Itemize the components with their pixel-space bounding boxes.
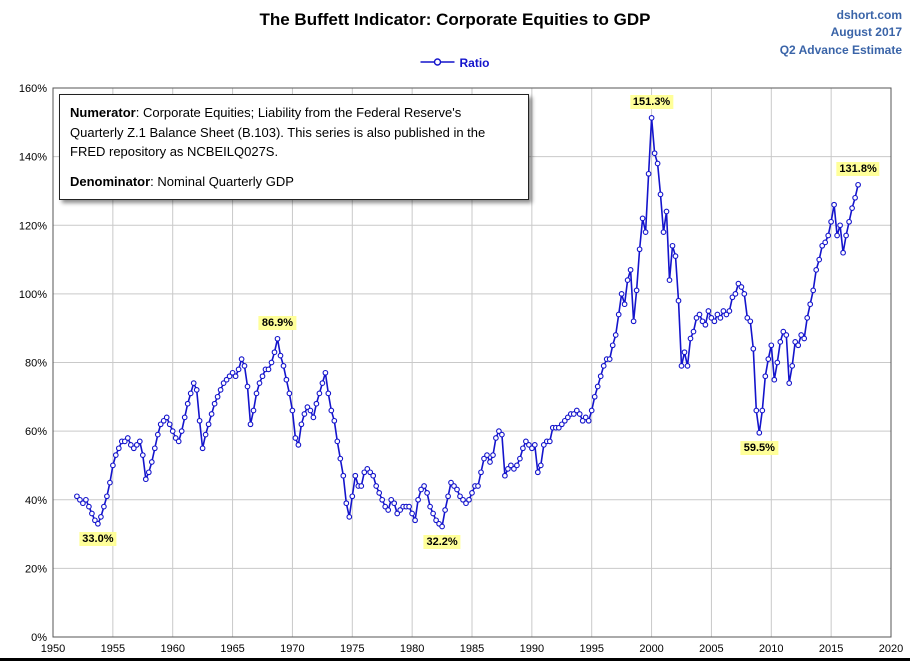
svg-text:1980: 1980 <box>400 643 424 655</box>
svg-text:2020: 2020 <box>879 643 903 655</box>
svg-text:1990: 1990 <box>520 643 544 655</box>
source-date: August 2017 <box>830 25 902 40</box>
svg-text:80%: 80% <box>25 358 47 370</box>
svg-text:60%: 60% <box>25 426 47 438</box>
svg-text:100%: 100% <box>19 289 47 301</box>
svg-text:1955: 1955 <box>101 643 125 655</box>
svg-text:140%: 140% <box>19 152 47 164</box>
svg-text:2005: 2005 <box>699 643 723 655</box>
legend-line-marker-icon <box>420 54 455 72</box>
source-estimate: Q2 Advance Estimate <box>779 42 902 57</box>
denominator-note: Denominator: Nominal Quarterly GDP <box>70 172 518 192</box>
svg-text:1970: 1970 <box>280 643 304 655</box>
page-title: The Buffett Indicator: Corporate Equitie… <box>259 10 651 29</box>
numerator-label: Numerator <box>70 105 136 120</box>
legend: Ratio <box>420 54 490 72</box>
svg-text:0%: 0% <box>31 632 47 644</box>
source-site: dshort.com <box>836 8 902 22</box>
svg-text:2000: 2000 <box>639 643 663 655</box>
info-box: Numerator: Corporate Equities; Liability… <box>59 94 529 200</box>
svg-text:1960: 1960 <box>160 643 184 655</box>
svg-text:1995: 1995 <box>579 643 603 655</box>
svg-text:120%: 120% <box>19 220 47 232</box>
denominator-label: Denominator <box>70 173 151 189</box>
svg-text:2015: 2015 <box>819 643 843 655</box>
svg-text:1975: 1975 <box>340 643 364 655</box>
svg-text:1950: 1950 <box>41 643 65 655</box>
svg-text:40%: 40% <box>25 495 47 507</box>
svg-text:2010: 2010 <box>759 643 783 655</box>
legend-label: Ratio <box>459 56 490 70</box>
numerator-text: : Corporate Equities; Liability from the… <box>70 105 486 159</box>
svg-text:160%: 160% <box>19 83 47 95</box>
source-block: dshort.com August 2017 Q2 Advance Estima… <box>780 7 902 59</box>
numerator-note: Numerator: Corporate Equities; Liability… <box>70 103 518 162</box>
svg-text:1965: 1965 <box>220 643 244 655</box>
svg-text:20%: 20% <box>25 563 47 575</box>
denominator-text: : Nominal Quarterly GDP <box>150 173 294 189</box>
svg-text:1985: 1985 <box>460 643 484 655</box>
